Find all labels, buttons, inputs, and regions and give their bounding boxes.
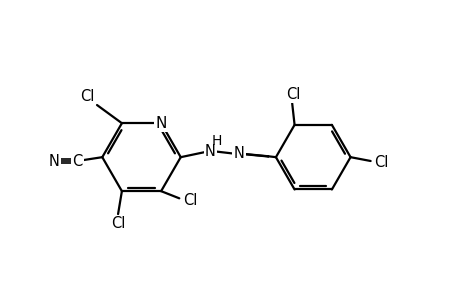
Text: C: C	[72, 154, 82, 169]
Text: N: N	[155, 116, 167, 131]
Text: N: N	[233, 146, 244, 161]
Text: N: N	[205, 144, 215, 159]
Text: Cl: Cl	[79, 89, 94, 104]
Text: H: H	[211, 134, 221, 148]
Text: Cl: Cl	[373, 155, 387, 170]
Text: Cl: Cl	[182, 193, 196, 208]
Text: N: N	[49, 154, 60, 169]
Text: Cl: Cl	[285, 87, 300, 102]
Text: Cl: Cl	[111, 216, 125, 231]
